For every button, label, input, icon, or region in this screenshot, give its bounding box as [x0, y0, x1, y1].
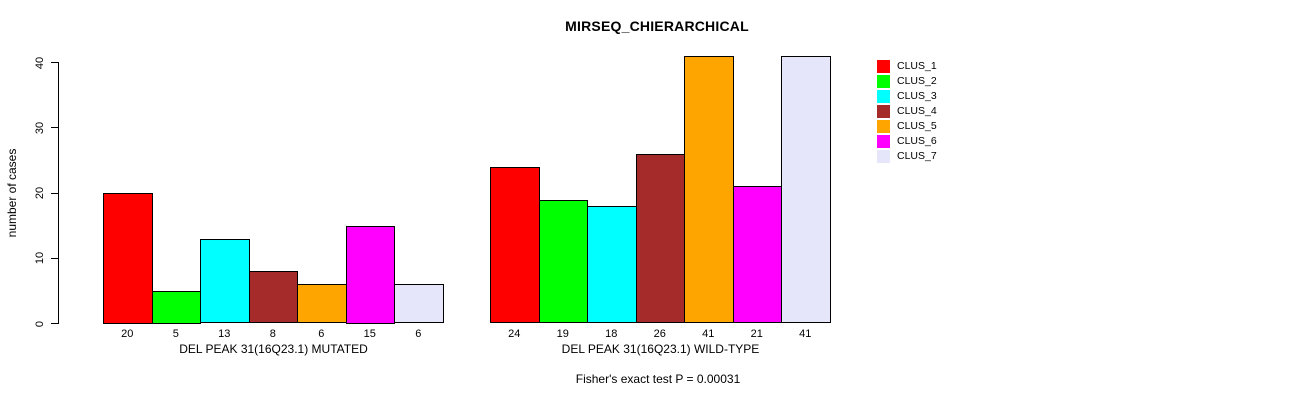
bar-clus_5: [297, 284, 347, 324]
y-tick-mark: [51, 192, 58, 194]
y-tick-mark: [51, 62, 58, 63]
bar-value-label: 8: [269, 328, 276, 340]
legend-color-swatch: [877, 90, 890, 103]
legend-item: CLUS_6: [877, 134, 937, 149]
legend-item-label: CLUS_3: [897, 90, 937, 102]
bar-value-label: 26: [653, 328, 666, 340]
legend-item: CLUS_2: [877, 74, 937, 89]
legend: CLUS_1 CLUS_2 CLUS_3 CLUS_4 CLUS_5 CLUS_6 CLUS…: [877, 59, 937, 164]
legend-item-label: CLUS_6: [897, 135, 937, 147]
bar-value-label: 41: [799, 328, 812, 340]
bar-group-1: 20 5 13 8 6 15 6 DEL PEAK 31(16Q23.1) MUTATED: [103, 0, 444, 400]
bar-clus_5: [684, 55, 734, 324]
bar-value-label: 15: [363, 328, 376, 340]
bar-clus_3: [200, 238, 250, 324]
group-x-label: DEL PEAK 31(16Q23.1) WILD-TYPE: [561, 342, 760, 356]
y-tick-mark: [51, 257, 58, 259]
bar-value-label: 13: [218, 328, 231, 340]
bar-clus_1: [490, 166, 540, 324]
bar-value-label: 19: [556, 328, 569, 340]
legend-item-label: CLUS_4: [897, 105, 937, 117]
bar-clus_3: [587, 206, 637, 324]
legend-item: CLUS_5: [877, 119, 937, 134]
bar-group-2: 24 19 18 26 41 21 41 DEL PEAK 31(16Q23.1) WILD-…: [490, 0, 831, 400]
legend-color-swatch: [877, 120, 890, 133]
legend-item: CLUS_4: [877, 104, 937, 119]
bar-value-label: 41: [702, 328, 715, 340]
bar-value-label: 5: [172, 328, 179, 340]
bar-value-label: 6: [415, 328, 422, 340]
bar-clus_1: [103, 193, 153, 324]
legend-item: CLUS_3: [877, 89, 937, 104]
legend-color-swatch: [877, 60, 890, 73]
bar-clus_6: [345, 225, 395, 324]
y-tick-mark: [51, 127, 58, 129]
y-tick-label: 20: [34, 186, 46, 200]
legend-item-label: CLUS_5: [897, 120, 937, 132]
bar-value-label: 6: [318, 328, 325, 340]
bar-clus_6: [732, 186, 782, 324]
bar-value-label: 21: [750, 328, 763, 340]
bar-value-label: 20: [121, 328, 134, 340]
group-x-label: DEL PEAK 31(16Q23.1) MUTATED: [179, 342, 368, 356]
bar-clus_7: [781, 55, 831, 324]
y-tick-label: 40: [34, 56, 46, 69]
bar-clus_2: [538, 199, 588, 324]
legend-color-swatch: [877, 150, 890, 163]
bar-clus_2: [151, 290, 201, 324]
y-axis-line: [58, 62, 59, 324]
y-tick-label: 30: [34, 121, 46, 134]
annotation-text: Fisher's exact test P = 0.00031: [575, 372, 741, 386]
legend-item: CLUS_1: [877, 59, 937, 74]
bar-clus_7: [394, 284, 444, 324]
bar-value-label: 18: [605, 328, 618, 340]
legend-color-swatch: [877, 75, 890, 88]
bar-clus_4: [248, 271, 298, 324]
legend-item-label: CLUS_7: [897, 150, 937, 162]
y-tick-mark: [51, 323, 58, 324]
legend-item-label: CLUS_1: [897, 60, 937, 72]
legend-color-swatch: [877, 135, 890, 148]
legend-item-label: CLUS_2: [897, 75, 937, 87]
y-tick-label: 10: [34, 252, 46, 265]
legend-item: CLUS_7: [877, 149, 937, 164]
bar-value-label: 24: [508, 328, 521, 340]
y-axis-label: number of cases: [5, 148, 19, 238]
legend-color-swatch: [877, 105, 890, 118]
y-tick-label: 0: [34, 320, 46, 327]
chart-title: MIRSEQ_CHIERARCHICAL: [565, 18, 749, 34]
bar-clus_4: [635, 153, 685, 324]
